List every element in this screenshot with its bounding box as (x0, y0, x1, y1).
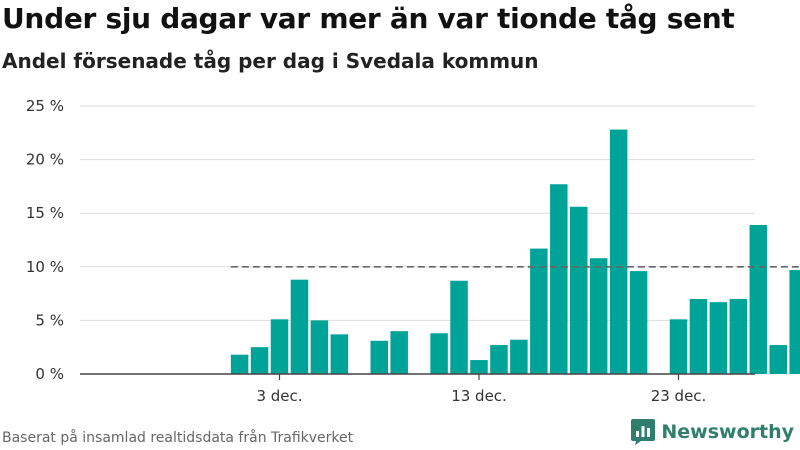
chart-subtitle: Andel försenade tåg per dag i Svedala ko… (2, 49, 539, 73)
y-tick-label: 0 % (35, 365, 64, 383)
bar (689, 298, 708, 374)
bar (789, 270, 800, 374)
x-axis (80, 373, 755, 380)
bar (390, 331, 408, 374)
bar (450, 280, 468, 374)
bar (430, 333, 448, 374)
bar (230, 354, 249, 374)
bar (270, 319, 289, 374)
bar (609, 129, 628, 374)
bar (629, 271, 648, 374)
x-tick-label: 23 dec. (651, 387, 707, 405)
grid-lines (80, 105, 755, 321)
bar (470, 360, 488, 374)
bar (669, 319, 688, 374)
bar (250, 347, 269, 374)
source-note: Baserat på insamlad realtidsdata från Tr… (2, 430, 354, 446)
bar (749, 224, 768, 374)
bar (290, 279, 309, 374)
brand-name: Newsworthy (661, 421, 794, 443)
x-axis-tick-labels: 3 dec.13 dec.23 dec.2 jan. (256, 387, 707, 405)
newsworthy-logo-icon (631, 419, 656, 445)
bar (310, 320, 329, 374)
bar (490, 345, 508, 374)
bar (709, 302, 728, 374)
y-tick-label: 10 % (26, 258, 64, 276)
bar (530, 248, 548, 374)
bar (589, 258, 608, 374)
chart-title: Under sju dagar var mer än var tionde tå… (2, 2, 735, 35)
bar (570, 206, 588, 374)
bar (330, 334, 349, 374)
y-tick-label: 25 % (26, 97, 64, 115)
brand-logo: Newsworthy (630, 418, 794, 446)
y-tick-label: 5 % (35, 311, 64, 329)
bar (550, 184, 568, 374)
bar (370, 340, 388, 374)
bar (510, 339, 528, 374)
x-tick-label: 13 dec. (451, 387, 507, 405)
bar (729, 298, 748, 374)
y-axis-tick-labels: 0 % 5 % 10 % 15 % 20 % 25 % (26, 97, 64, 383)
y-tick-label: 20 % (26, 151, 64, 169)
x-tick-label: 3 dec. (256, 387, 302, 405)
bars (230, 129, 800, 374)
y-tick-label: 15 % (26, 204, 64, 222)
bar (769, 345, 787, 374)
